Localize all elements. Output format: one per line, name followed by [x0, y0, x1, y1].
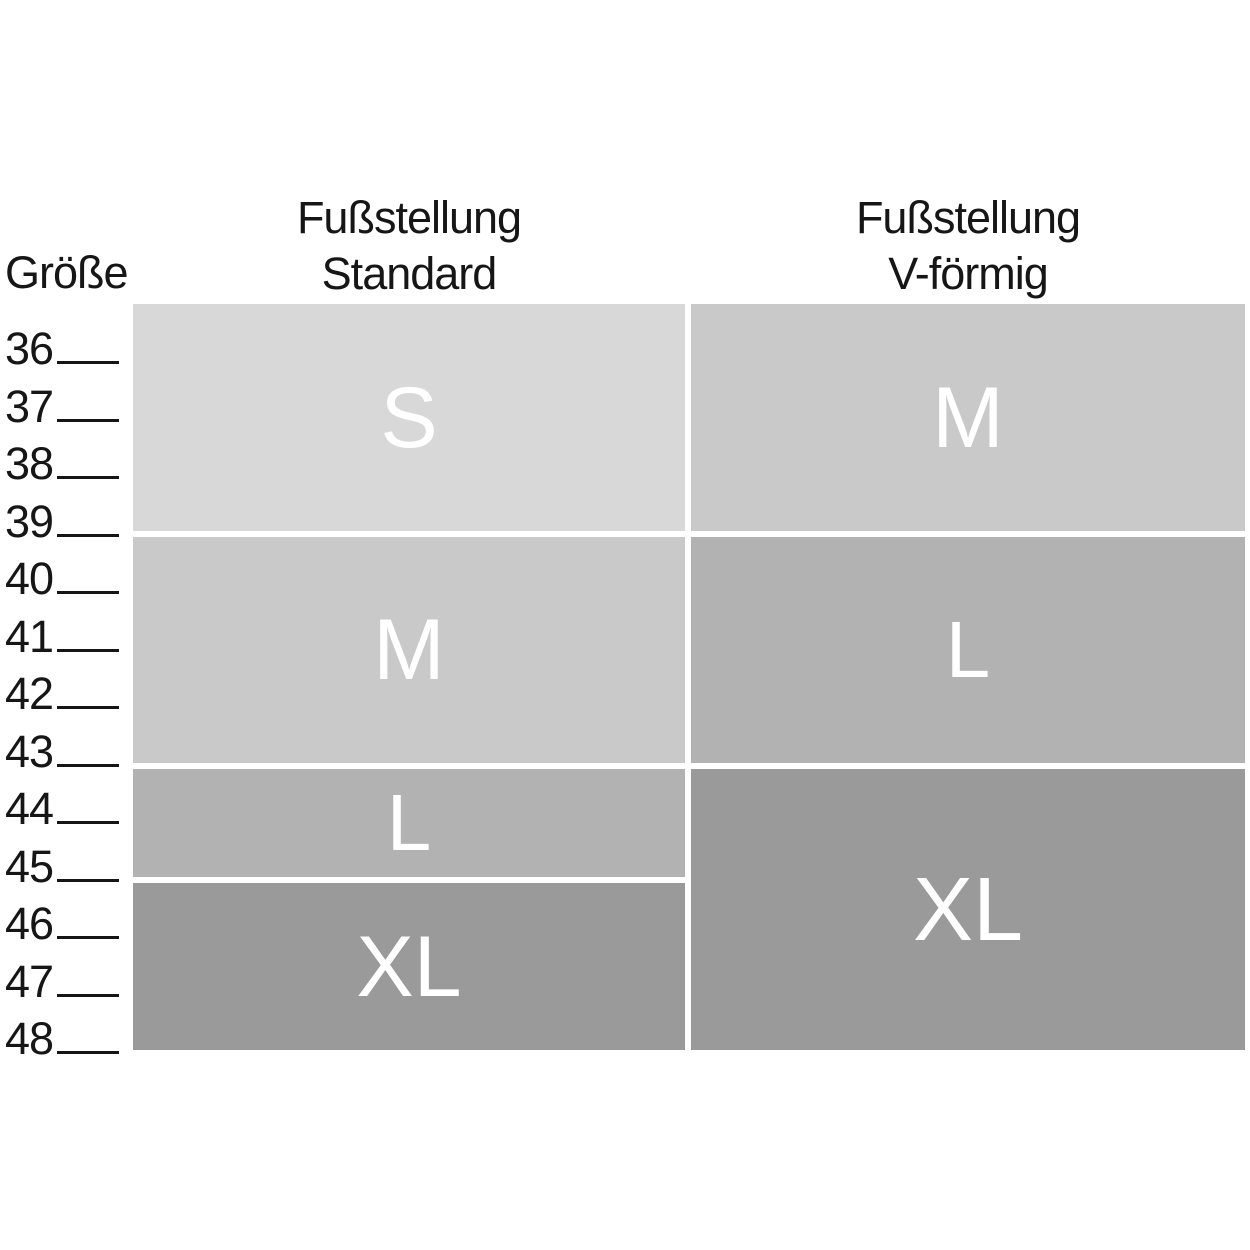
tick-line	[57, 361, 119, 364]
block-v-foermig-m: M	[691, 304, 1245, 531]
tick-line	[57, 994, 119, 997]
tick-line	[57, 419, 119, 422]
tick-line	[57, 476, 119, 479]
block-v-foermig-xl: XL	[691, 769, 1245, 1050]
header-line-2: Standard	[321, 248, 498, 299]
column-header-v-foermig: Fußstellung V-förmig	[691, 190, 1245, 302]
axis-label-groesse: Größe	[5, 247, 129, 298]
size-row-43: 43	[5, 729, 119, 775]
size-tick-label: 41	[5, 611, 54, 662]
size-tick-label: 48	[5, 1013, 54, 1064]
size-row-38: 38	[5, 441, 119, 487]
size-tick-label: 38	[5, 438, 54, 489]
tick-line	[57, 1051, 119, 1054]
tick-line	[57, 936, 119, 939]
column-header-standard: Fußstellung Standard	[133, 190, 685, 302]
size-row-48: 48	[5, 1016, 119, 1062]
size-tick-label: 36	[5, 323, 54, 374]
size-tick-label: 40	[5, 553, 54, 604]
size-tick-label: 45	[5, 841, 54, 892]
size-row-46: 46	[5, 901, 119, 947]
block-v-foermig-l: L	[691, 537, 1245, 763]
header-line-1: Fußstellung	[296, 192, 522, 243]
size-row-44: 44	[5, 786, 119, 832]
tick-line	[57, 764, 119, 767]
size-tick-label: 43	[5, 726, 54, 777]
size-row-36: 36	[5, 326, 119, 372]
size-row-41: 41	[5, 614, 119, 660]
size-tick-label: 37	[5, 381, 54, 432]
size-row-42: 42	[5, 671, 119, 717]
size-tick-label: 47	[5, 956, 54, 1007]
block-standard-l: L	[133, 769, 685, 877]
tick-line	[57, 821, 119, 824]
tick-line	[57, 879, 119, 882]
size-tick-label: 39	[5, 496, 54, 547]
header-line-1: Fußstellung	[855, 192, 1081, 243]
tick-line	[57, 649, 119, 652]
size-tick-label: 42	[5, 668, 54, 719]
block-standard-s: S	[133, 304, 685, 531]
header-line-2: V-förmig	[888, 248, 1049, 299]
size-tick-label: 46	[5, 898, 54, 949]
size-row-40: 40	[5, 556, 119, 602]
size-row-47: 47	[5, 959, 119, 1005]
tick-line	[57, 591, 119, 594]
tick-line	[57, 706, 119, 709]
size-row-39: 39	[5, 499, 119, 545]
tick-line	[57, 534, 119, 537]
size-row-45: 45	[5, 844, 119, 890]
size-tick-label: 44	[5, 783, 54, 834]
block-standard-m: M	[133, 537, 685, 763]
size-row-37: 37	[5, 384, 119, 430]
block-standard-xl: XL	[133, 883, 685, 1050]
